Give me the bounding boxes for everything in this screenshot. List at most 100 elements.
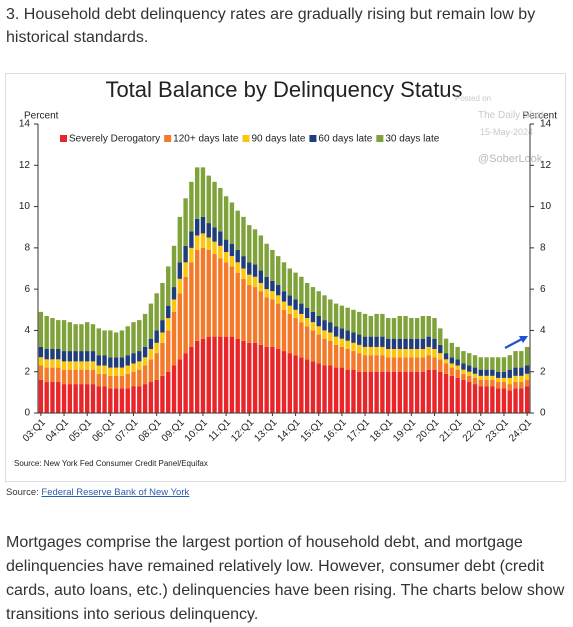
- bar-segment: [73, 324, 78, 352]
- y2-tick-label: 12: [540, 160, 552, 171]
- bar-segment: [160, 342, 165, 376]
- y-tick-label: 14: [19, 119, 31, 130]
- bar-segment: [229, 202, 235, 244]
- bar-segment: [351, 332, 356, 343]
- source-link[interactable]: Federal Reserve Bank of New York: [41, 487, 190, 498]
- bar-segment: [461, 369, 466, 374]
- bar-segment: [131, 386, 136, 413]
- bar-segment: [148, 338, 154, 350]
- source-note: Source: New York Fed Consumer Credit Pan…: [14, 459, 208, 468]
- bar-segment: [484, 357, 489, 370]
- bar-segment: [316, 315, 321, 327]
- bar-segment: [501, 377, 507, 383]
- bar-segment: [472, 367, 478, 374]
- bar-segment: [171, 311, 177, 366]
- bar-segment: [102, 373, 107, 387]
- bar-segment: [79, 324, 84, 352]
- bar-segment: [351, 369, 356, 413]
- watermark: @SoberLook: [478, 153, 543, 165]
- bar-segment: [368, 346, 374, 356]
- bar-segment: [241, 278, 246, 341]
- bar-segment: [345, 330, 350, 341]
- bar-segment: [85, 384, 90, 413]
- bar-segment: [449, 367, 455, 376]
- bar-segment: [495, 371, 501, 378]
- bar-segment: [206, 249, 211, 337]
- bar-segment: [299, 313, 304, 323]
- bar-segment: [166, 305, 171, 319]
- bar-segment: [90, 351, 96, 362]
- bar-segment: [426, 315, 431, 337]
- bar-segment: [385, 349, 391, 358]
- bar-segment: [177, 293, 183, 360]
- bar-segment: [484, 375, 489, 380]
- bar-segment: [438, 328, 443, 345]
- bar-segment: [189, 247, 194, 263]
- bar-segment: [449, 375, 455, 413]
- bar-segment: [426, 346, 431, 356]
- bar-segment: [455, 359, 460, 366]
- bar-segment: [264, 243, 269, 277]
- bar-segment: [287, 268, 292, 296]
- bar-segment: [420, 357, 426, 372]
- bar-segment: [50, 367, 55, 383]
- bar-segment: [443, 338, 449, 354]
- bar-segment: [148, 359, 154, 383]
- bar-segment: [113, 367, 119, 376]
- bar-segment: [478, 386, 483, 413]
- bar-segment: [432, 318, 437, 339]
- bar-segment: [90, 361, 96, 370]
- y2-tick-label: 8: [540, 242, 546, 253]
- y2-tick-label: 10: [540, 201, 552, 212]
- bar-segment: [322, 338, 327, 366]
- bar-segment: [90, 324, 96, 352]
- bar-segment: [333, 303, 339, 327]
- bar-segment: [108, 357, 113, 368]
- bar-segment: [189, 346, 194, 413]
- bar-segment: [206, 237, 211, 250]
- bar-segment: [194, 218, 200, 236]
- bar-segment: [310, 330, 316, 362]
- bar-segment: [357, 353, 362, 372]
- bar-segment: [490, 375, 495, 380]
- bar-segment: [495, 382, 501, 389]
- bar-segment: [443, 359, 449, 364]
- bar-segment: [125, 373, 130, 389]
- bar-segment: [322, 320, 327, 331]
- bar-segment: [438, 359, 443, 372]
- bar-segment: [467, 365, 472, 372]
- bar-segment: [304, 282, 310, 308]
- bar-segment: [200, 338, 206, 413]
- bar-segment: [200, 233, 206, 248]
- bar-segment: [490, 379, 495, 387]
- bar-segment: [142, 346, 148, 358]
- bar-segment: [449, 363, 455, 368]
- bar-segment: [125, 388, 130, 413]
- bar-segment: [241, 268, 246, 279]
- bar-segment: [293, 355, 298, 413]
- bar-segment: [276, 285, 281, 296]
- bar-segment: [67, 369, 73, 385]
- bar-segment: [484, 386, 489, 413]
- bar-segment: [183, 353, 188, 413]
- bar-segment: [507, 369, 512, 378]
- bar-segment: [252, 264, 258, 277]
- bar-segment: [391, 318, 397, 339]
- bar-segment: [287, 295, 292, 306]
- bar-segment: [154, 342, 159, 354]
- bar-segment: [44, 367, 49, 383]
- bar-segment: [56, 320, 61, 350]
- bar-segment: [443, 353, 449, 360]
- bar-segment: [310, 287, 316, 312]
- chart-title: Total Balance by Delinquency Status: [105, 77, 462, 102]
- bar-segment: [333, 344, 339, 368]
- bar-segment: [218, 258, 223, 337]
- bar-segment: [137, 369, 142, 387]
- bar-segment: [432, 338, 437, 350]
- bar-segment: [403, 338, 408, 350]
- bar-segment: [270, 280, 275, 292]
- bar-segment: [194, 340, 200, 413]
- bar-segment: [368, 315, 374, 337]
- bar-segment: [287, 353, 292, 413]
- bar-segment: [235, 338, 240, 413]
